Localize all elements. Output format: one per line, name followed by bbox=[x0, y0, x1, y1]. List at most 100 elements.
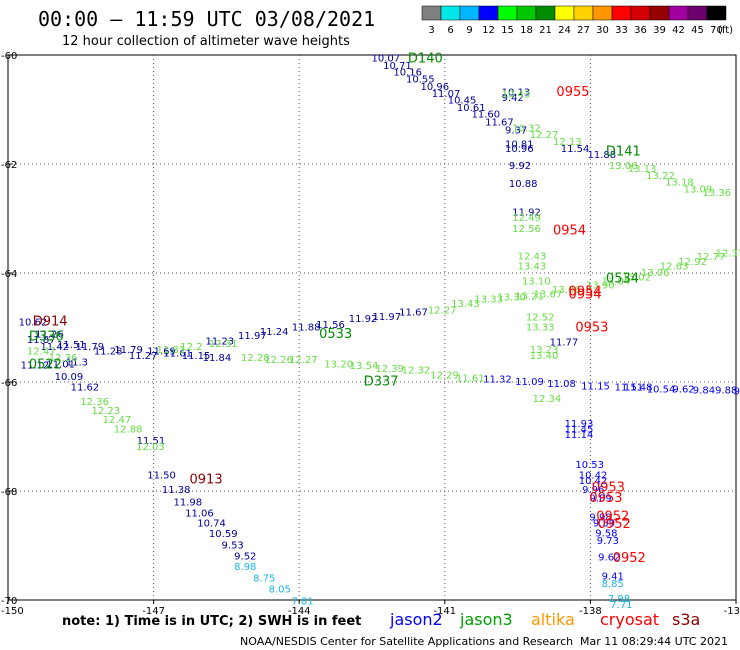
wave-height-label: 9.91 bbox=[734, 387, 740, 398]
y-tick-label: -62 bbox=[1, 160, 17, 171]
wave-height-label: 8.85 bbox=[602, 579, 624, 590]
pass-time-label: 0953 bbox=[592, 481, 625, 496]
wave-height-label: 10.13 bbox=[502, 88, 531, 99]
pass-time-label: 0953 bbox=[575, 320, 608, 335]
footer-timestamp: Mar 11 08:29:44 UTC 2021 bbox=[580, 635, 728, 648]
wave-height-label: 13.21 bbox=[515, 291, 544, 302]
wave-height-label: 11.51 bbox=[137, 436, 166, 447]
wave-height-label: 13.18 bbox=[665, 177, 694, 188]
wave-height-label: 13.23 bbox=[530, 345, 559, 356]
wave-height-label: 8.98 bbox=[234, 562, 256, 573]
scale-label: 3 bbox=[428, 25, 434, 36]
scale-swatch bbox=[535, 5, 556, 21]
scale-swatch bbox=[630, 5, 651, 21]
wave-height-label: 12.31 bbox=[209, 339, 238, 350]
x-tick-label: -13 bbox=[724, 606, 740, 617]
wave-height-label: 9.96 bbox=[582, 485, 604, 496]
wave-height-label: 9.59 bbox=[593, 519, 615, 530]
scale-label: 12 bbox=[482, 25, 495, 36]
wave-height-label: 10.45 bbox=[448, 96, 477, 107]
wave-height-label: 10.71 bbox=[383, 61, 412, 72]
wave-height-label: 13.10 bbox=[522, 277, 551, 288]
scale-label: 27 bbox=[577, 25, 590, 36]
legend-cryosat: cryosat bbox=[600, 610, 659, 629]
y-tick-label: -68 bbox=[1, 487, 17, 498]
chart-title: 00:00 — 11:59 UTC 03/08/2021 bbox=[38, 7, 375, 31]
time-labels: D1400955D141095405340954095409530533D914… bbox=[29, 52, 646, 566]
y-tick-label: -66 bbox=[1, 378, 17, 389]
wave-height-label: 11.69 bbox=[147, 346, 176, 357]
x-tick-label: -150 bbox=[1, 606, 24, 617]
wave-height-label: 12.13 bbox=[553, 137, 582, 148]
scale-swatch bbox=[478, 5, 499, 21]
wave-height-label: 11.67 bbox=[399, 308, 428, 319]
wave-height-label: 11.48 bbox=[624, 382, 653, 393]
y-tick-label: -60 bbox=[1, 51, 17, 62]
wave-height-label: 12.37 bbox=[716, 248, 740, 259]
wave-height-label: 11.92 bbox=[349, 314, 378, 325]
wave-height-label: 11.15 bbox=[581, 381, 610, 392]
pass-time-label: 0954 bbox=[569, 288, 602, 303]
scale-swatch bbox=[649, 5, 670, 21]
scale-label: 18 bbox=[520, 25, 533, 36]
wave-height-label: 8.05 bbox=[269, 585, 291, 596]
wave-height-label: 11.14 bbox=[565, 430, 594, 441]
wave-height-label: 13.33 bbox=[474, 295, 503, 306]
wave-height-label: 12.36 bbox=[49, 353, 78, 364]
wave-height-label: 11.50 bbox=[147, 471, 176, 482]
wave-height-label: 11.51 bbox=[615, 382, 644, 393]
pass-time-label: 0954 bbox=[553, 223, 586, 238]
wave-height-label: 13.06 bbox=[552, 285, 581, 296]
wave-height-label: 11.56 bbox=[316, 320, 345, 331]
x-tick-label: -141 bbox=[433, 606, 456, 617]
wave-height-label: 12.34 bbox=[533, 394, 562, 405]
wave-height-label: 12.47 bbox=[103, 415, 132, 426]
scale-label: 70 bbox=[710, 25, 723, 36]
scale-swatch bbox=[459, 5, 480, 21]
wave-height-label: 12.43 bbox=[518, 252, 547, 263]
wave-height-label: 12.47 bbox=[27, 346, 56, 357]
wave-height-label: 11.01 bbox=[46, 359, 75, 370]
wave-height-label: 11.26 bbox=[35, 329, 64, 340]
wave-height-label: 11.3 bbox=[66, 357, 88, 368]
wave-height-label: 13.36 bbox=[703, 188, 732, 199]
wave-height-label: 11.62 bbox=[71, 382, 100, 393]
wave-height-label: 11.06 bbox=[185, 508, 214, 519]
y-tick-label: -64 bbox=[1, 269, 17, 280]
wave-height-label: 9.88 bbox=[715, 386, 737, 397]
scale-label: 45 bbox=[691, 25, 704, 36]
wave-height-label: 11.79 bbox=[75, 342, 104, 353]
wave-height-label: 13.43 bbox=[518, 261, 547, 272]
wave-height-label: 12.88 bbox=[114, 424, 143, 435]
pass-time-label: D336 bbox=[29, 330, 64, 345]
scale-swatch bbox=[516, 5, 537, 21]
scale-swatch bbox=[554, 5, 575, 21]
wave-height-label: 12.28 bbox=[241, 353, 270, 364]
pass-time-label: D140 bbox=[408, 52, 443, 67]
wave-height-label: 9.41 bbox=[602, 571, 624, 582]
wave-height-label: 11.54 bbox=[561, 144, 590, 155]
wave-height-label: 11.97 bbox=[372, 312, 401, 323]
wave-height-label: 12.2 bbox=[180, 342, 202, 353]
wave-height-label: 11.07 bbox=[432, 89, 461, 100]
wave-height-label: 9.52 bbox=[234, 551, 256, 562]
wave-height-label: 13.09 bbox=[684, 185, 713, 196]
wave-height-label: 13.67 bbox=[534, 290, 563, 301]
color-scale-unit: (ft) bbox=[718, 25, 733, 36]
wave-height-label: 12.92 bbox=[678, 257, 707, 268]
wave-height-label: 12.29 bbox=[430, 370, 459, 381]
wave-height-label: 12.27 bbox=[428, 306, 457, 317]
wave-height-label: 9.42 bbox=[502, 93, 524, 104]
wave-height-label: 11.87 bbox=[27, 335, 56, 346]
footer-note: note: 1) Time is in UTC; 2) SWH is in fe… bbox=[62, 614, 361, 629]
wave-height-label: 7.98 bbox=[608, 594, 630, 605]
pass-time-label: 0952 bbox=[596, 510, 629, 525]
plot-frame bbox=[7, 54, 737, 601]
scale-label: 24 bbox=[558, 25, 571, 36]
chart-subtitle: 12 hour collection of altimeter wave hei… bbox=[62, 34, 350, 49]
legend-jason2: jason2 bbox=[389, 610, 443, 629]
wave-height-label: 10.43 bbox=[502, 90, 531, 101]
wave-height-label: 12.49 bbox=[512, 213, 541, 224]
